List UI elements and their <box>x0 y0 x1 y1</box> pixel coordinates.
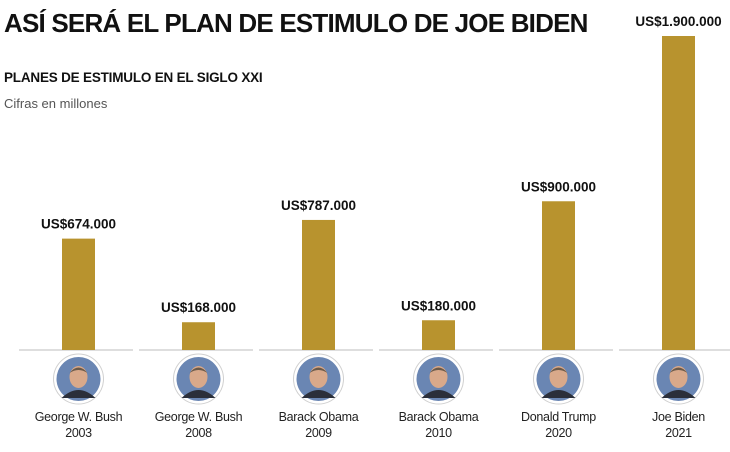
category-year: 2008 <box>185 426 212 440</box>
portrait-icon <box>173 353 224 405</box>
avatar-face <box>669 366 688 388</box>
bar <box>542 201 575 350</box>
category-name: George W. Bush <box>155 410 243 424</box>
avatar-face <box>189 366 208 388</box>
avatar-shoulders <box>301 390 336 398</box>
value-label: US$180.000 <box>401 298 476 313</box>
bar <box>182 322 215 350</box>
avatar-face <box>309 366 328 388</box>
category-year: 2003 <box>65 426 92 440</box>
page-title: ASÍ SERÁ EL PLAN DE ESTIMULO DE JOE BIDE… <box>4 8 588 38</box>
avatar-shoulders <box>661 390 696 398</box>
value-label: US$674.000 <box>41 217 116 232</box>
bar <box>662 36 695 350</box>
avatar-hair <box>669 367 688 373</box>
avatar-hair <box>69 367 88 373</box>
avatar-shoulders <box>61 390 96 398</box>
category-year: 2010 <box>425 426 452 440</box>
avatar-face <box>69 366 88 388</box>
category-name: Donald Trump <box>521 410 596 424</box>
category-name: George W. Bush <box>35 410 123 424</box>
units-note: Cifras en millones <box>4 96 108 111</box>
bar <box>422 320 455 350</box>
portrait-icon <box>53 353 104 405</box>
avatar-hair <box>429 367 448 373</box>
bar <box>302 219 335 350</box>
value-label: US$168.000 <box>161 300 236 315</box>
value-label: US$900.000 <box>521 179 596 194</box>
portrait-icon <box>533 353 584 405</box>
avatar-shoulders <box>181 390 216 398</box>
portrait-icon <box>413 353 464 405</box>
category-name: Barack Obama <box>279 410 359 424</box>
avatar-hair <box>549 367 568 373</box>
category-name: Joe Biden <box>652 410 705 424</box>
avatar-shoulders <box>421 390 456 398</box>
value-label: US$787.000 <box>281 198 356 213</box>
avatar-face <box>429 366 448 388</box>
avatar-face <box>549 366 568 388</box>
value-label: US$1.900.000 <box>635 14 721 29</box>
portrait-icon <box>653 353 704 405</box>
avatar-hair <box>309 367 328 373</box>
avatar-shoulders <box>541 390 576 398</box>
category-year: 2009 <box>305 426 332 440</box>
portrait-icon <box>293 353 344 405</box>
category-year: 2020 <box>545 426 572 440</box>
category-year: 2021 <box>665 426 692 440</box>
category-name: Barack Obama <box>399 410 479 424</box>
chart-subtitle: PLANES DE ESTIMULO EN EL SIGLO XXI <box>4 70 263 85</box>
bar <box>62 238 95 350</box>
avatar-hair <box>189 367 208 373</box>
